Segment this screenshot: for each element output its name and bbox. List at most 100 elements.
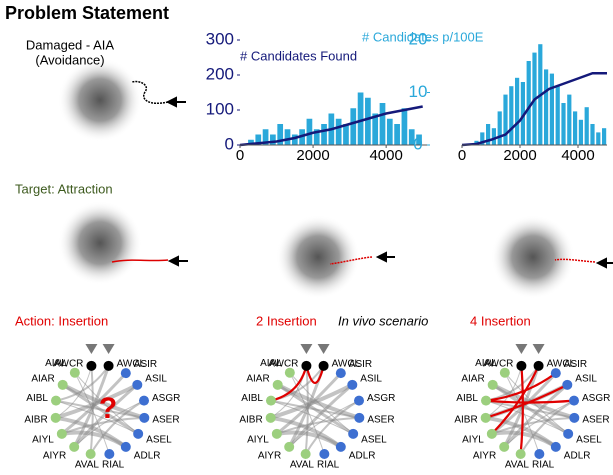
network-node bbox=[336, 442, 346, 452]
legend-label: # Candidates Found bbox=[240, 48, 357, 63]
histogram-bar bbox=[270, 135, 276, 146]
network-node bbox=[104, 449, 114, 459]
histogram-bar bbox=[343, 124, 349, 145]
histogram-bar bbox=[579, 120, 583, 145]
network-node bbox=[481, 413, 491, 423]
histogram-bar bbox=[285, 129, 291, 145]
network: AWCRAWCLASIRASILASGRASERASELADLRRIALAVAL… bbox=[454, 344, 610, 470]
network-node bbox=[121, 368, 131, 378]
odor-blob bbox=[58, 58, 142, 142]
network-node bbox=[569, 396, 579, 406]
arrow-head bbox=[170, 257, 178, 265]
node-label: ADLR bbox=[134, 451, 161, 462]
histogram-bar bbox=[596, 132, 600, 145]
histogram-bar bbox=[307, 119, 313, 145]
network-node bbox=[347, 380, 357, 390]
node-label: AIAL bbox=[45, 358, 67, 369]
network-node bbox=[563, 429, 573, 439]
network-node bbox=[499, 442, 509, 452]
node-label: AIBL bbox=[26, 393, 48, 404]
network-node bbox=[266, 396, 276, 406]
histogram-bar bbox=[544, 69, 548, 145]
node-label: AIAL bbox=[260, 358, 282, 369]
node-label: ASGR bbox=[582, 393, 610, 404]
panel-label: (Avoidance) bbox=[35, 52, 104, 67]
node-label: AVAL bbox=[290, 459, 315, 470]
x-tick-label: 2000 bbox=[503, 147, 536, 164]
network-node bbox=[86, 449, 96, 459]
node-label: AIYR bbox=[258, 451, 281, 462]
y2-tick-label: 0 bbox=[413, 134, 422, 153]
node-label: AIAR bbox=[461, 373, 484, 384]
histogram-bar bbox=[573, 111, 577, 145]
arrow-head bbox=[598, 259, 606, 267]
node-label: ASIR bbox=[564, 359, 587, 370]
y-tick-label: 300 bbox=[206, 29, 234, 48]
node-label: ASEL bbox=[361, 434, 387, 445]
node-label: RIAL bbox=[317, 459, 340, 470]
histogram-bar bbox=[561, 103, 565, 145]
node-label: AIBL bbox=[241, 393, 263, 404]
histogram-bar bbox=[567, 95, 571, 145]
histogram-bar bbox=[492, 128, 496, 145]
histogram-bar bbox=[394, 124, 400, 145]
network-node bbox=[139, 396, 149, 406]
histogram-bar bbox=[321, 124, 327, 145]
network-node bbox=[487, 429, 497, 439]
network-node bbox=[534, 449, 544, 459]
panel-label: Target: Attraction bbox=[15, 181, 113, 196]
histogram-bar bbox=[503, 95, 507, 145]
network-node bbox=[301, 449, 311, 459]
arrow-head bbox=[168, 98, 176, 106]
network-node bbox=[319, 449, 329, 459]
histogram-bar bbox=[527, 61, 531, 145]
y-tick-label: 100 bbox=[206, 99, 234, 118]
network-node bbox=[51, 413, 61, 423]
node-label: ASER bbox=[582, 414, 609, 425]
network-node bbox=[86, 361, 96, 371]
network-node bbox=[569, 413, 579, 423]
histogram-bar bbox=[336, 119, 342, 145]
question-mark: ? bbox=[99, 392, 117, 425]
network-node bbox=[139, 413, 149, 423]
node-label: AIBL bbox=[456, 393, 478, 404]
node-label: ASIR bbox=[134, 359, 157, 370]
panel-label: In vivo scenario bbox=[338, 313, 428, 328]
node-label: AVAL bbox=[505, 459, 530, 470]
network-node bbox=[69, 442, 79, 452]
node-label: ASER bbox=[152, 414, 179, 425]
network-node bbox=[285, 368, 295, 378]
network-node bbox=[500, 368, 510, 378]
network-node bbox=[551, 368, 561, 378]
network-node bbox=[534, 361, 544, 371]
legend-label: # Candidates p/100E bbox=[362, 29, 484, 44]
network-node bbox=[284, 442, 294, 452]
input-triangle bbox=[318, 344, 330, 354]
x-tick-label: 0 bbox=[236, 147, 244, 164]
slide: Problem StatementDamaged - AIA(Avoidance… bbox=[0, 0, 613, 475]
node-label: ASIL bbox=[575, 373, 597, 384]
input-triangle bbox=[533, 344, 545, 354]
network-node bbox=[354, 413, 364, 423]
histogram-bar bbox=[602, 128, 606, 145]
node-label: RIAL bbox=[532, 459, 555, 470]
network-node bbox=[562, 380, 572, 390]
network-node bbox=[58, 380, 68, 390]
input-triangle bbox=[300, 344, 312, 354]
node-label: AIYL bbox=[462, 434, 484, 445]
histogram-bar bbox=[365, 98, 371, 145]
network-node bbox=[301, 361, 311, 371]
histogram-bar bbox=[515, 78, 519, 145]
panel-label: Action: Insertion bbox=[15, 313, 108, 328]
network-node bbox=[70, 368, 80, 378]
network-node bbox=[266, 413, 276, 423]
histogram-bar bbox=[556, 86, 560, 145]
histogram-bar bbox=[590, 124, 594, 145]
node-label: ASER bbox=[367, 414, 394, 425]
node-label: AIYR bbox=[473, 451, 496, 462]
network-node bbox=[57, 429, 67, 439]
network-node bbox=[319, 361, 329, 371]
network-node bbox=[132, 380, 142, 390]
node-label: ASGR bbox=[152, 393, 180, 404]
node-label: ADLR bbox=[349, 451, 376, 462]
